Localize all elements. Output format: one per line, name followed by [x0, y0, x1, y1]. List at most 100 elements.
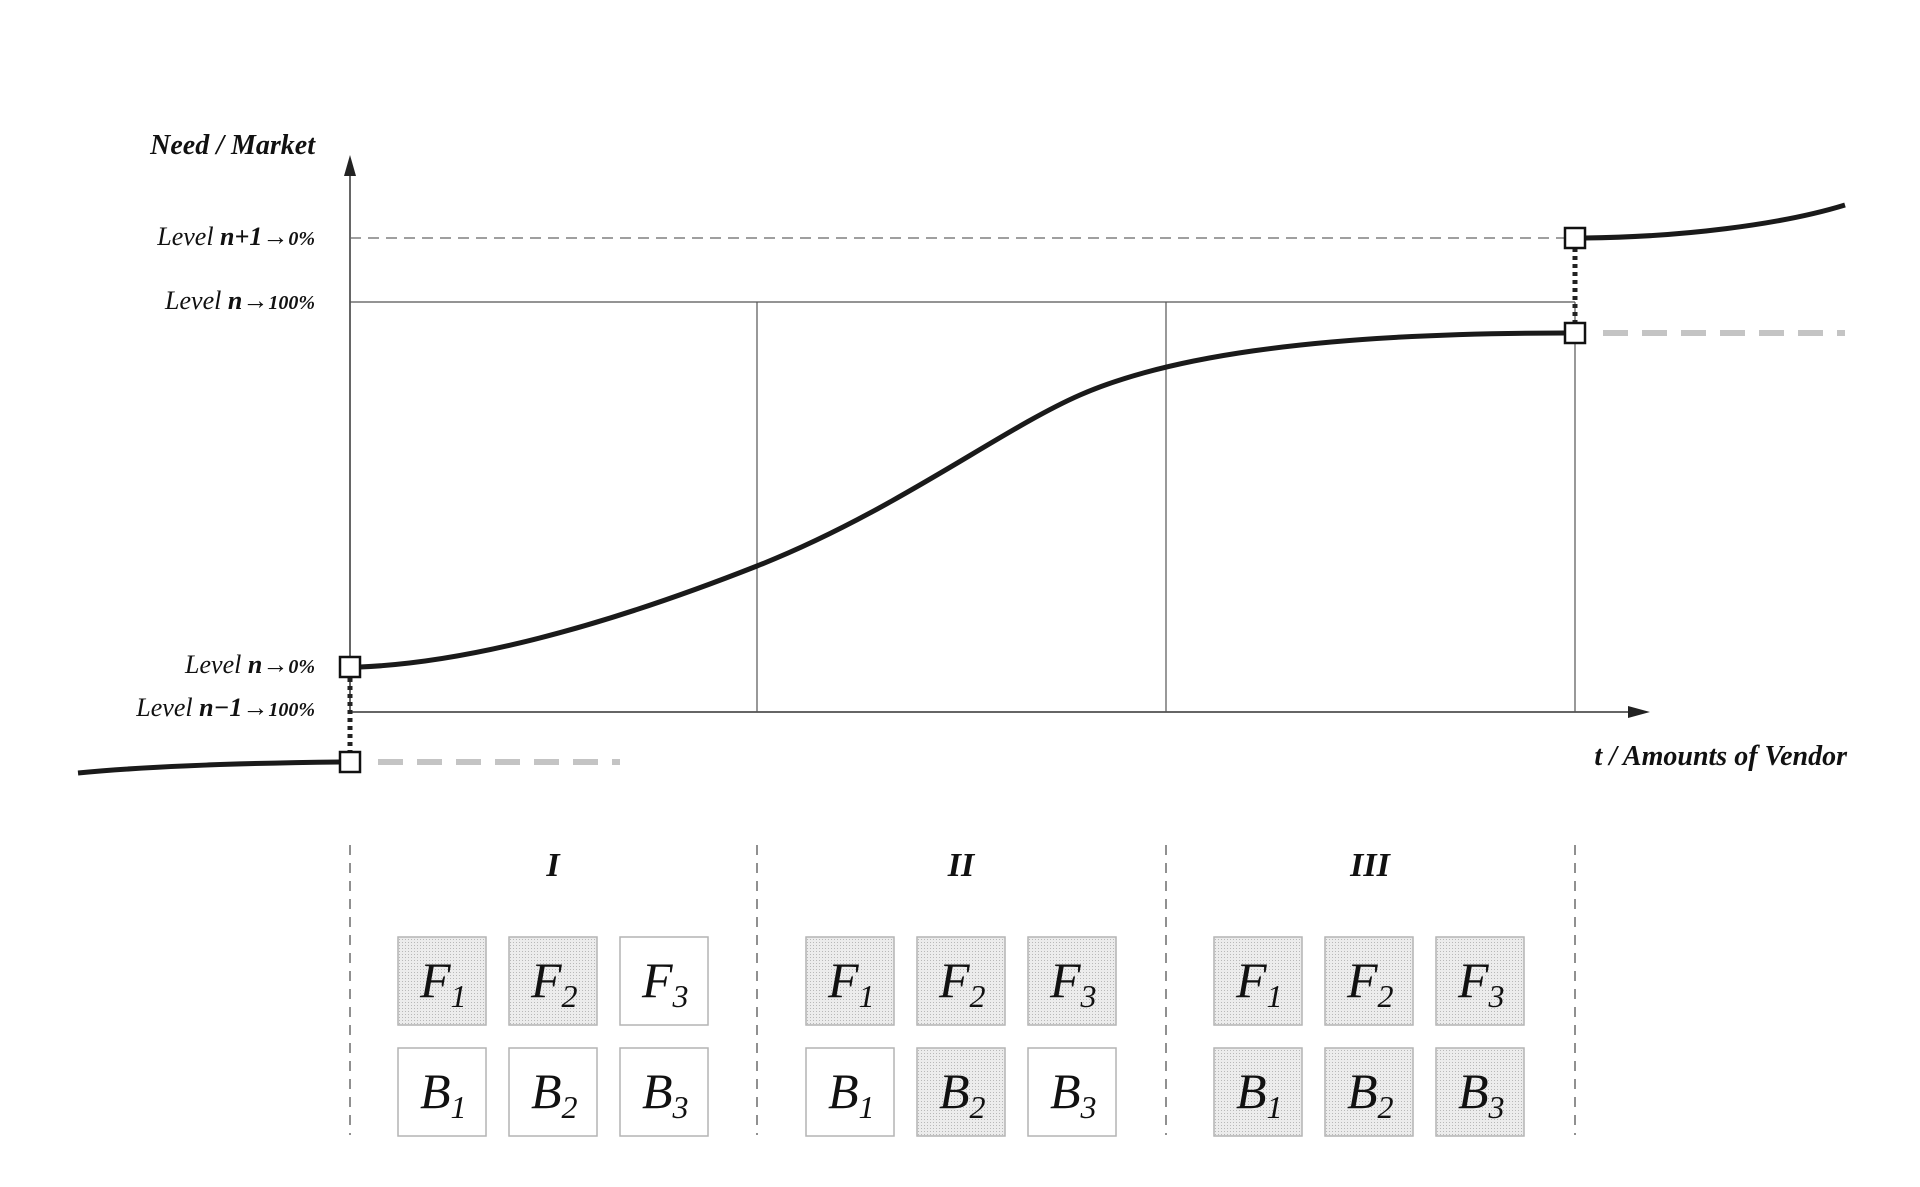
level-label-n-plus-1: Level n+1→0%: [156, 222, 315, 251]
box-subscript: 2: [562, 1089, 578, 1125]
box-frame: [805, 1047, 895, 1137]
y-axis-title: Need / Market: [149, 130, 316, 161]
box-letter: B: [642, 1063, 673, 1119]
b2-box: B2: [508, 1047, 598, 1137]
box-letter: F: [1235, 952, 1267, 1008]
level-label-n-0: Level n→0%: [184, 650, 315, 679]
level-variable: n: [248, 650, 262, 679]
box-letter: B: [531, 1063, 562, 1119]
level-label-n-minus-1: Level n−1→100%: [135, 693, 315, 722]
level-label-n-100: Level n→100%: [164, 286, 315, 315]
level-variable: n−1: [199, 693, 242, 722]
box-label: F3: [641, 952, 689, 1014]
box-frame: [916, 1047, 1006, 1137]
box-letter: F: [641, 952, 673, 1008]
box-letter: B: [1050, 1063, 1081, 1119]
box-frame: [1435, 936, 1525, 1026]
phase-label-I: I: [545, 847, 561, 884]
f2-box: F2: [916, 936, 1006, 1026]
box-letter: F: [1346, 952, 1378, 1008]
box-label: B2: [939, 1063, 986, 1125]
phase-label-III: III: [1349, 847, 1391, 884]
level-arrow: →: [242, 286, 268, 315]
box-frame: [397, 1047, 487, 1137]
level-arrow: →: [262, 650, 288, 679]
box-frame: [508, 1047, 598, 1137]
box-label: B3: [642, 1063, 689, 1125]
svg-text:Level n→100%: Level n→100%: [164, 286, 315, 315]
box-letter: F: [530, 952, 562, 1008]
box-subscript: 3: [672, 1089, 689, 1125]
box-frame: [1435, 1047, 1525, 1137]
box-frame: [1027, 1047, 1117, 1137]
box-subscript: 1: [451, 978, 467, 1014]
b1-box: B1: [805, 1047, 895, 1137]
box-frame: [1213, 936, 1303, 1026]
box-letter: B: [420, 1063, 451, 1119]
box-label: B3: [1050, 1063, 1097, 1125]
box-subscript: 1: [1267, 978, 1283, 1014]
f2-box: F2: [508, 936, 598, 1026]
box-label: F3: [1457, 952, 1505, 1014]
svg-text:Level n−1→100%: Level n−1→100%: [135, 693, 315, 722]
box-letter: F: [938, 952, 970, 1008]
box-frame: [1324, 936, 1414, 1026]
f2-box: F2: [1324, 936, 1414, 1026]
box-subscript: 2: [1378, 1089, 1394, 1125]
box-subscript: 3: [1488, 1089, 1505, 1125]
box-subscript: 1: [451, 1089, 467, 1125]
box-subscript: 2: [970, 978, 986, 1014]
box-label: B3: [1458, 1063, 1505, 1125]
box-frame: [619, 1047, 709, 1137]
box-label: F2: [530, 952, 578, 1014]
box-label: B1: [420, 1063, 467, 1125]
level-percent: 100%: [268, 699, 315, 721]
box-letter: B: [828, 1063, 859, 1119]
box-subscript: 3: [1488, 978, 1505, 1014]
box-letter: B: [1347, 1063, 1378, 1119]
b1-box: B1: [397, 1047, 487, 1137]
box-frame: [1213, 1047, 1303, 1137]
f3-box: F3: [1435, 936, 1525, 1026]
svg-text:Level n→0%: Level n→0%: [184, 650, 315, 679]
level-variable: n+1: [220, 222, 262, 251]
box-label: B2: [1347, 1063, 1394, 1125]
svg-text:Level n+1→0%: Level n+1→0%: [156, 222, 315, 251]
box-frame: [1324, 1047, 1414, 1137]
box-letter: F: [1049, 952, 1081, 1008]
x-axis-arrowhead: [1628, 706, 1650, 718]
box-subscript: 3: [1080, 978, 1097, 1014]
box-frame: [397, 936, 487, 1026]
f3-box: F3: [1027, 936, 1117, 1026]
box-subscript: 1: [1267, 1089, 1283, 1125]
box-label: B2: [531, 1063, 578, 1125]
box-frame: [916, 936, 1006, 1026]
level-variable: n: [228, 286, 242, 315]
x-axis-title: t / Amounts of Vendor: [1594, 741, 1848, 772]
level-arrow: →: [262, 222, 288, 251]
box-label: B1: [828, 1063, 875, 1125]
box-letter: B: [1236, 1063, 1267, 1119]
next-level-curve: [1584, 202, 1846, 241]
b2-box: B2: [916, 1047, 1006, 1137]
box-letter: B: [1458, 1063, 1489, 1119]
marker-level-n-plus-1-start: [1563, 226, 1587, 250]
box-label: B1: [1236, 1063, 1283, 1125]
box-label: F2: [1346, 952, 1394, 1014]
previous-level-curve: [77, 759, 341, 776]
box-label: F3: [1049, 952, 1097, 1014]
box-letter: F: [827, 952, 859, 1008]
phase-label-II: II: [947, 847, 976, 884]
box-label: F1: [827, 952, 875, 1014]
y-axis-arrowhead: [344, 155, 356, 176]
f1-box: F1: [397, 936, 487, 1026]
box-frame: [508, 936, 598, 1026]
level-percent: 0%: [288, 656, 315, 678]
box-letter: F: [1457, 952, 1489, 1008]
marker-level-n-end: [1563, 321, 1587, 345]
box-subscript: 1: [859, 978, 875, 1014]
box-letter: B: [939, 1063, 970, 1119]
box-subscript: 3: [672, 978, 689, 1014]
b1-box: B1: [1213, 1047, 1303, 1137]
